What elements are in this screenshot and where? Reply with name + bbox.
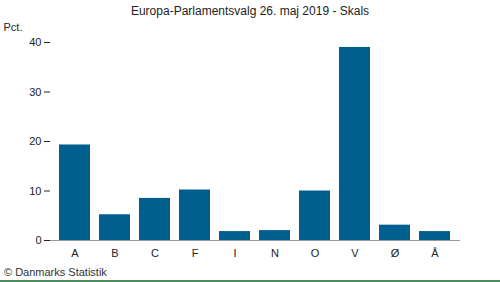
svg-text:A: A xyxy=(71,247,79,259)
svg-text:C: C xyxy=(151,247,159,259)
svg-text:I: I xyxy=(233,247,236,259)
svg-text:Ø: Ø xyxy=(391,247,400,259)
svg-text:40: 40 xyxy=(29,36,41,48)
svg-text:B: B xyxy=(111,247,118,259)
svg-text:V: V xyxy=(351,247,359,259)
html-text:© Danmarks Statistik: © Danmarks Statistik xyxy=(4,266,107,278)
svg-text:F: F xyxy=(192,247,199,259)
svg-text:0: 0 xyxy=(35,234,41,246)
svg-text:30: 30 xyxy=(29,86,41,98)
svg-text:Pct.: Pct. xyxy=(4,21,23,33)
svg-text:O: O xyxy=(311,247,320,259)
svg-text:Å: Å xyxy=(431,247,439,259)
svg-text:10: 10 xyxy=(29,185,41,197)
html-text:Europa-Parlamentsvalg 26. maj: Europa-Parlamentsvalg 26. maj 2019 - Ska… xyxy=(130,4,370,18)
svg-text:20: 20 xyxy=(29,135,41,147)
svg-text:N: N xyxy=(271,247,279,259)
